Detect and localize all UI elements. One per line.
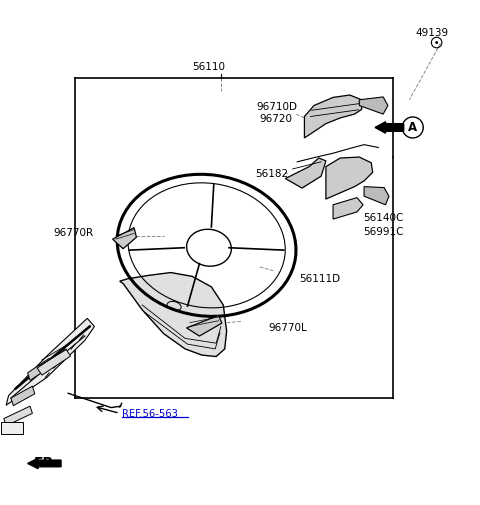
Polygon shape [37, 349, 71, 375]
Polygon shape [304, 95, 362, 138]
Polygon shape [6, 318, 95, 405]
Polygon shape [333, 197, 363, 219]
FancyArrow shape [375, 122, 404, 133]
Polygon shape [285, 158, 326, 188]
Text: 96770L: 96770L [269, 323, 307, 333]
Polygon shape [28, 359, 51, 380]
Text: 56111D: 56111D [300, 274, 341, 284]
Circle shape [435, 41, 438, 44]
Text: 96720: 96720 [259, 114, 292, 124]
Text: A: A [408, 121, 417, 134]
Polygon shape [113, 228, 136, 248]
Polygon shape [1, 422, 23, 434]
Text: 56991C: 56991C [363, 227, 404, 237]
Polygon shape [360, 97, 388, 114]
FancyArrow shape [28, 458, 61, 469]
Polygon shape [4, 406, 33, 426]
Text: 96770R: 96770R [53, 228, 93, 238]
Text: FR.: FR. [34, 457, 60, 471]
Text: 56140C: 56140C [363, 213, 404, 223]
Polygon shape [326, 157, 372, 199]
Text: 56182: 56182 [255, 169, 288, 179]
Polygon shape [187, 316, 222, 336]
Text: 49139: 49139 [416, 28, 449, 38]
Polygon shape [11, 386, 35, 406]
Polygon shape [120, 273, 227, 357]
Text: REF.56-563: REF.56-563 [121, 409, 178, 419]
Text: 56110: 56110 [192, 62, 226, 72]
Text: 96710D: 96710D [257, 102, 298, 112]
Polygon shape [364, 187, 389, 205]
